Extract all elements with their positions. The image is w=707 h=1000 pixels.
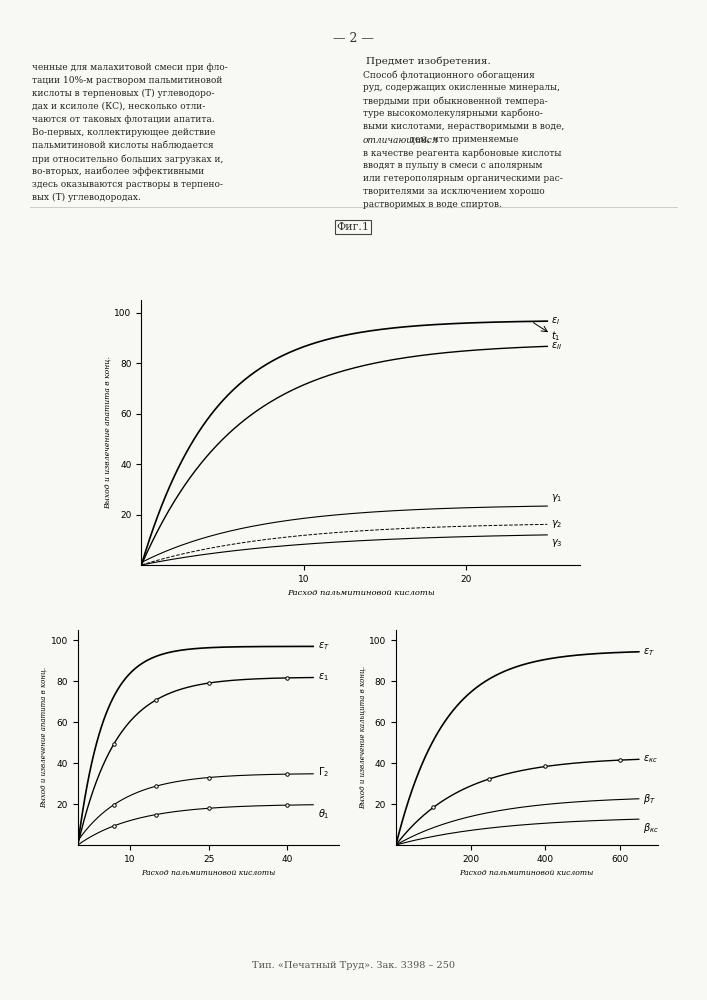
Text: $\gamma_1$: $\gamma_1$ [551,492,562,504]
Text: ченные для малахитовой смеси при фло-: ченные для малахитовой смеси при фло- [32,63,228,72]
Text: — 2 —: — 2 — [332,32,373,45]
Text: твердыми при обыкновенной темпера-: твердыми при обыкновенной темпера- [363,96,548,105]
Text: $\theta_1$: $\theta_1$ [318,807,330,821]
Text: пальмитиновой кислоты наблюдается: пальмитиновой кислоты наблюдается [32,141,214,150]
Text: туре высокомолекулярными карбоно-: туре высокомолекулярными карбоно- [363,109,543,118]
Text: в качестве реагента карбоновые кислоты: в качестве реагента карбоновые кислоты [363,148,561,157]
Text: $t_1$: $t_1$ [551,329,560,343]
X-axis label: Расход пальмитиновой кислоты: Расход пальмитиновой кислоты [287,589,434,597]
Text: Предмет изобретения.: Предмет изобретения. [366,56,491,66]
Text: тации 10%-м раствором пальмитиновой: тации 10%-м раствором пальмитиновой [32,76,223,85]
Text: $\varepsilon_1$: $\varepsilon_1$ [318,672,329,683]
Text: $\Gamma_2$: $\Gamma_2$ [318,765,329,779]
Text: вых (Т) углеводородах.: вых (Т) углеводородах. [32,193,141,202]
Text: $\gamma_3$: $\gamma_3$ [551,537,562,549]
Text: растворимых в воде спиртов.: растворимых в воде спиртов. [363,200,502,209]
Text: Способ флотационного обогащения: Способ флотационного обогащения [363,70,534,80]
Text: Во-первых, коллектирующее действие: Во-первых, коллектирующее действие [32,128,216,137]
Y-axis label: Выход и извлечение апатита в конц.: Выход и извлечение апатита в конц. [104,356,112,509]
Text: $\varepsilon_T$: $\varepsilon_T$ [318,641,330,652]
Text: $\varepsilon_{II}$: $\varepsilon_{II}$ [551,340,561,352]
Text: Фиг.1: Фиг.1 [337,222,370,232]
Text: Тип. «Печатный Труд». Зак. 3398 – 250: Тип. «Печатный Труд». Зак. 3398 – 250 [252,961,455,970]
Text: $\varepsilon_{кс}$: $\varepsilon_{кс}$ [643,753,658,765]
Text: Фиг.2: Фиг.2 [161,430,194,440]
Text: $\beta_{кс}$: $\beta_{кс}$ [643,821,658,835]
Text: $\varepsilon_I$: $\varepsilon_I$ [551,315,560,327]
Text: кислоты в терпеновых (Т) углеводоро-: кислоты в терпеновых (Т) углеводоро- [32,89,214,98]
Text: дах и ксилоле (КС), несколько отли-: дах и ксилоле (КС), несколько отли- [32,102,205,111]
Text: $\varepsilon_T$: $\varepsilon_T$ [643,646,655,658]
Text: или гетерополярным органическими рас-: или гетерополярным органическими рас- [363,174,563,183]
Text: при относительно больших загрузках и,: при относительно больших загрузках и, [32,154,223,163]
Text: творителями за исключением хорошо: творителями за исключением хорошо [363,187,545,196]
Y-axis label: Выход и извлечение апатита в конц.: Выход и извлечение апатита в конц. [40,667,48,808]
Text: чаются от таковых флотации апатита.: чаются от таковых флотации апатита. [32,115,215,124]
X-axis label: Расход пальмитиновой кислоты: Расход пальмитиновой кислоты [460,869,594,877]
Text: выми кислотами, нерастворимыми в воде,: выми кислотами, нерастворимыми в воде, [363,122,564,131]
Text: во-вторых, наиболее эффективными: во-вторых, наиболее эффективными [32,167,204,176]
Text: тем, что применяемые: тем, что применяемые [407,135,519,144]
Text: вводят в пульпу в смеси с аполярным: вводят в пульпу в смеси с аполярным [363,161,542,170]
Text: здесь оказываются растворы в терпено-: здесь оказываются растворы в терпено- [32,180,223,189]
Text: $\beta_T$: $\beta_T$ [643,792,655,806]
Y-axis label: Выход и извлечение кальцита в конц.: Выход и извлечение кальцита в конц. [358,666,366,809]
X-axis label: Расход пальмитиновой кислоты: Расход пальмитиновой кислоты [141,869,276,877]
Text: руд, содержащих окисленные минералы,: руд, содержащих окисленные минералы, [363,83,560,92]
Text: Фиг.3: Фиг.3 [513,430,547,440]
Text: отличающийся: отличающийся [363,135,439,144]
Text: $\gamma_2$: $\gamma_2$ [551,518,562,530]
